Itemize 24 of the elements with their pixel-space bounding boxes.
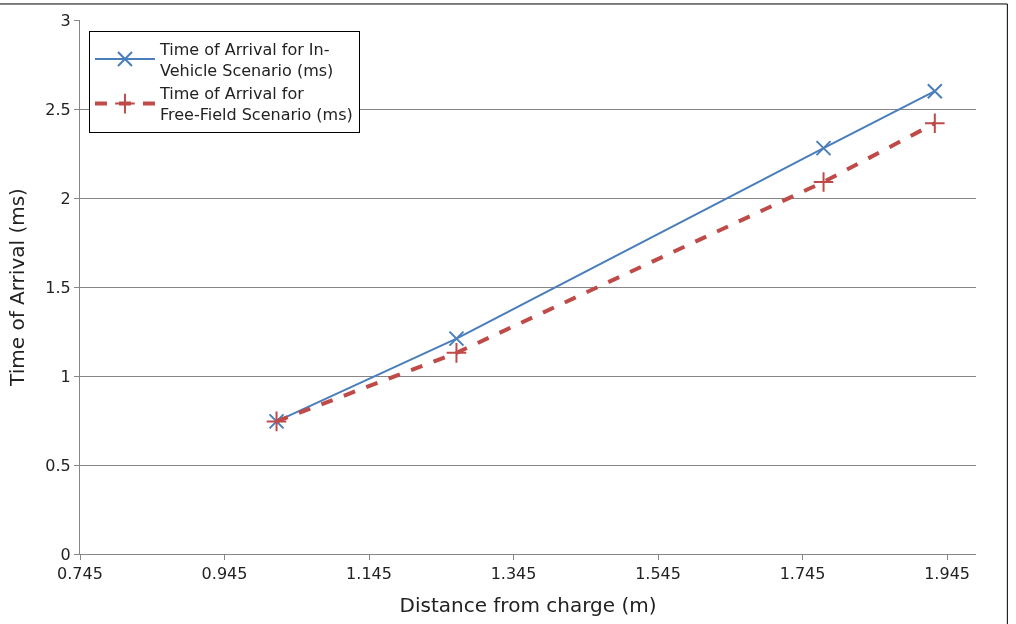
legend-label: Time of Arrival for In-Vehicle Scenario (ms) <box>158 39 334 80</box>
x-tick-label: 0.745 <box>57 564 103 584</box>
y-tick-label: 2.5 <box>45 99 71 119</box>
x-axis-title: Distance from charge (m) <box>399 592 657 617</box>
point <box>924 112 946 135</box>
x-tick-label: 1.545 <box>635 564 681 584</box>
x-tick-label: 1.145 <box>346 564 392 584</box>
point <box>926 83 943 100</box>
point <box>815 140 832 157</box>
y-tick-label: 0.5 <box>45 455 71 475</box>
y-tick-label: 2 <box>60 188 71 208</box>
y-tick-label: 3 <box>60 10 71 30</box>
y-axis-title: Time of Arrival (ms) <box>4 188 29 387</box>
point <box>445 342 468 364</box>
x-tick-label: 0.945 <box>201 564 248 584</box>
y-tick-label: 1.5 <box>45 277 71 297</box>
x-tick-label: 1.345 <box>490 564 537 584</box>
x-tick-label: 1.945 <box>924 564 971 584</box>
y-tick-label: 0 <box>60 544 71 564</box>
point <box>448 330 465 347</box>
legend-label: Time of Arrival for Free-Field Scenario (ms) <box>158 84 353 125</box>
point <box>812 171 835 193</box>
x-tick-label: 1.745 <box>779 564 826 584</box>
y-tick-label: 1 <box>60 366 71 386</box>
